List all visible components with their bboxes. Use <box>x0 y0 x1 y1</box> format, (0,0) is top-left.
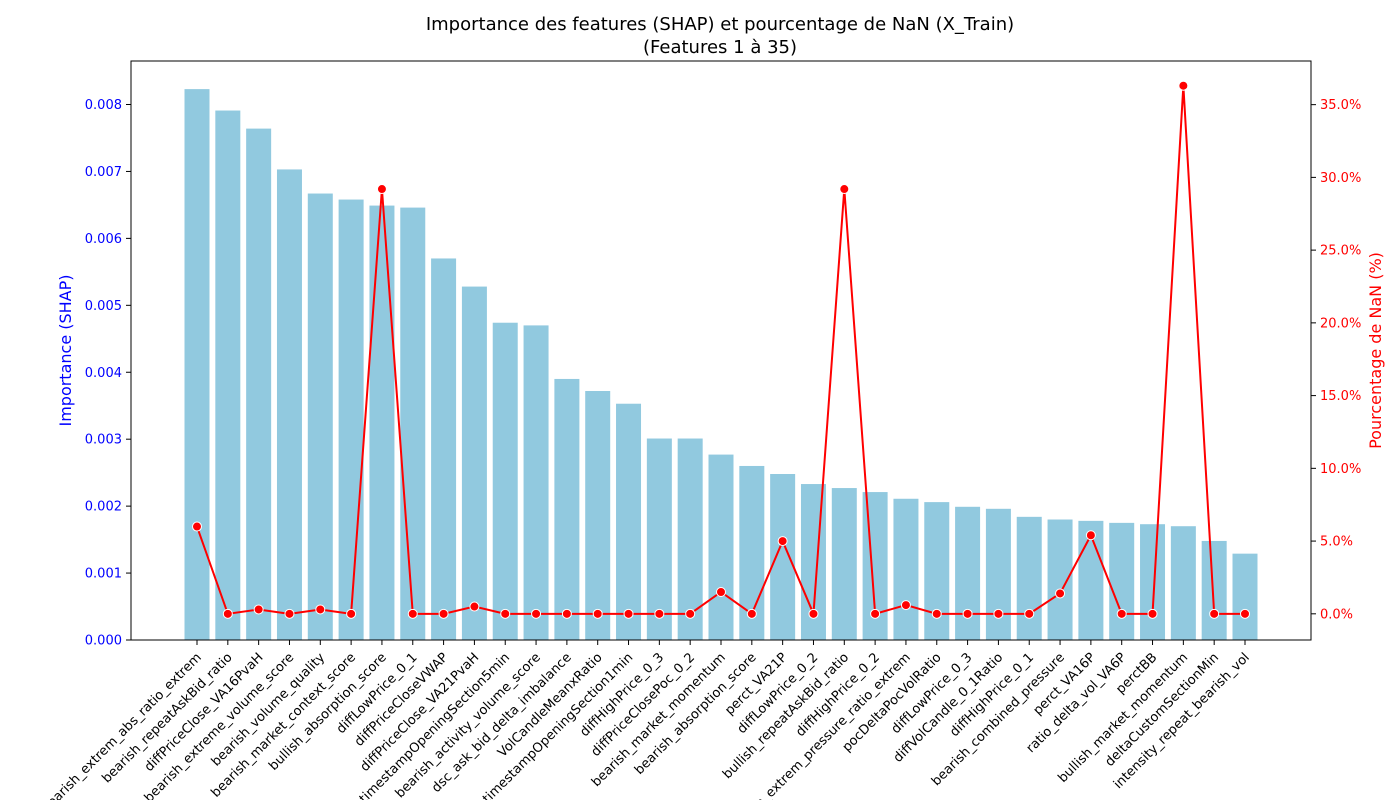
shap-bar <box>1170 526 1196 640</box>
right-tick-label: 5.0% <box>1320 535 1353 550</box>
nan-point <box>870 608 881 619</box>
nan-point <box>1085 530 1096 541</box>
nan-point <box>623 608 634 619</box>
nan-point <box>222 608 233 619</box>
shap-bar <box>369 205 395 641</box>
shap-bar <box>616 403 642 640</box>
nan-point <box>253 604 264 615</box>
shap-bar <box>770 473 796 640</box>
right-y-axis: 0.0% 5.0% 10.0% 15.0% 20.0% 25.0% 30.0% 35.0% <box>1311 98 1361 622</box>
left-tick-label: 0.004 <box>85 366 122 381</box>
shap-bar <box>585 390 611 640</box>
shap-bar <box>1140 524 1166 640</box>
nan-point <box>654 608 665 619</box>
right-tick-label: 15.0% <box>1320 389 1361 404</box>
shap-bar <box>492 322 518 640</box>
nan-line-layer <box>192 80 1250 619</box>
shap-bar <box>708 454 734 640</box>
left-tick-label: 0.005 <box>85 299 122 314</box>
nan-point <box>500 608 511 619</box>
nan-point <box>993 608 1004 619</box>
nan-point <box>746 608 757 619</box>
nan-point <box>346 608 357 619</box>
shap-bar <box>215 110 241 640</box>
nan-point <box>407 608 418 619</box>
shap-bar <box>246 128 272 640</box>
shap-bar <box>677 438 703 640</box>
left-axis-label: Importance (SHAP) <box>56 274 75 426</box>
nan-point <box>808 608 819 619</box>
shap-bar <box>831 488 857 640</box>
bars-layer <box>184 89 1258 641</box>
nan-point <box>284 608 295 619</box>
nan-point <box>469 601 480 612</box>
nan-point <box>1209 608 1220 619</box>
shap-bar <box>276 169 302 640</box>
nan-point <box>438 608 449 619</box>
nan-point <box>962 608 973 619</box>
nan-point <box>376 184 387 195</box>
right-axis-label: Pourcentage de NaN (%) <box>1366 252 1385 449</box>
nan-point <box>1055 588 1066 599</box>
shap-bar <box>985 508 1011 640</box>
left-tick-label: 0.007 <box>85 165 122 180</box>
left-tick-label: 0.008 <box>85 98 122 113</box>
shap-bar <box>338 199 364 640</box>
right-tick-label: 35.0% <box>1320 98 1361 113</box>
shap-bar <box>184 89 210 641</box>
chart-title: Importance des features (SHAP) et pource… <box>426 14 1014 35</box>
left-tick-label: 0.006 <box>85 232 122 247</box>
shap-bar <box>893 498 919 640</box>
nan-point <box>1147 608 1158 619</box>
shap-bar <box>924 502 950 640</box>
shap-bar <box>955 506 981 640</box>
shap-bar <box>431 258 457 640</box>
nan-point <box>931 608 942 619</box>
shap-bar <box>1201 540 1227 640</box>
nan-point <box>900 600 911 611</box>
nan-point <box>1178 80 1189 91</box>
right-tick-label: 25.0% <box>1320 244 1361 259</box>
chart-subtitle: (Features 1 à 35) <box>643 37 797 58</box>
shap-bar <box>461 286 487 640</box>
shap-bar <box>523 325 549 640</box>
shap-bar <box>1047 519 1073 640</box>
left-y-axis: 0.000 0.001 0.002 0.003 0.004 0.005 0.006 0.007… <box>85 98 131 649</box>
shap-bar <box>646 438 672 640</box>
shap-bar <box>1109 522 1135 640</box>
nan-point <box>192 521 202 532</box>
shap-bar <box>1232 553 1258 640</box>
nan-point <box>839 184 850 195</box>
left-tick-label: 0.003 <box>85 433 122 448</box>
left-tick-label: 0.000 <box>85 634 122 649</box>
shap-bar <box>400 207 426 640</box>
nan-point <box>315 604 326 615</box>
right-tick-label: 30.0% <box>1320 171 1361 186</box>
right-tick-label: 10.0% <box>1320 462 1361 477</box>
shap-bar <box>1078 520 1104 640</box>
nan-point <box>1240 608 1250 619</box>
shap-bar <box>554 378 580 640</box>
nan-point <box>685 608 696 619</box>
left-tick-label: 0.001 <box>85 567 122 582</box>
x-axis: bearish_extrem_abs_ratio_extrembearish_r… <box>39 640 1253 800</box>
shap-bar <box>1016 516 1042 640</box>
right-tick-label: 0.0% <box>1320 607 1353 622</box>
left-tick-label: 0.002 <box>85 500 122 515</box>
nan-point <box>777 536 788 547</box>
nan-point <box>716 586 726 597</box>
nan-point <box>592 608 603 619</box>
nan-point <box>1024 608 1035 619</box>
nan-point <box>531 608 542 619</box>
nan-point <box>1116 608 1127 619</box>
shap-bar <box>307 193 333 640</box>
right-tick-label: 20.0% <box>1320 316 1361 331</box>
nan-point <box>561 608 572 619</box>
